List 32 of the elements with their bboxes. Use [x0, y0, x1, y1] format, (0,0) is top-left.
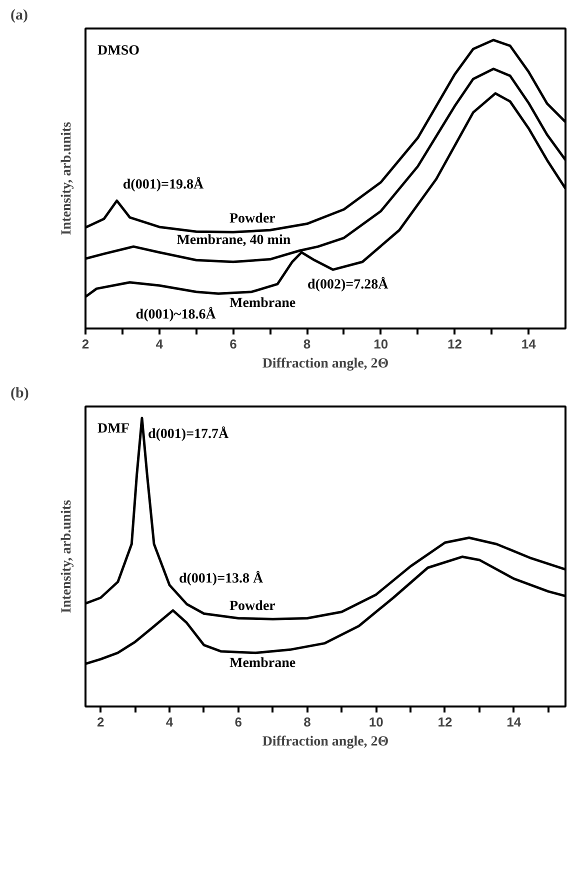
x-tick-label: 10: [368, 714, 384, 730]
annotation: d(001)=17.7Å: [148, 426, 230, 442]
x-tick-label: 6: [234, 714, 242, 730]
x-axis-title: Diffraction angle, 2Θ: [262, 356, 389, 372]
series-label: Powder: [230, 211, 276, 226]
x-tick-label: 14: [521, 336, 537, 352]
y-axis-title: Intensity, arb.units: [60, 499, 74, 614]
series-label: Powder: [230, 599, 276, 614]
x-tick-label: 2: [97, 714, 104, 730]
x-axis-title: Diffraction angle, 2Θ: [262, 734, 389, 750]
annotation: DMSO: [98, 44, 140, 58]
annotation: d(001)=13.8 Å: [178, 570, 264, 586]
x-tick-label: 8: [304, 714, 311, 730]
x-tick-label: 4: [156, 336, 164, 352]
chart-title: (b): [10, 386, 29, 402]
series-label: Membrane: [230, 656, 296, 671]
annotation: d(001)~18.6Å: [136, 306, 217, 322]
x-tick-label: 4: [166, 714, 174, 730]
x-tick-label: 12: [438, 714, 452, 730]
series-label: Membrane, 40 min: [176, 233, 291, 248]
x-tick-label: 10: [374, 336, 388, 352]
x-tick-label: 12: [448, 336, 462, 352]
chart-title: (a): [10, 8, 28, 24]
y-axis-title: Intensity, arb.units: [60, 121, 74, 236]
x-tick-label: 6: [230, 336, 237, 352]
series-label: Membrane: [230, 296, 296, 312]
annotation: DMF: [98, 422, 130, 436]
annotation: d(001)=19.8Å: [122, 176, 204, 193]
x-tick-label: 8: [303, 336, 311, 352]
x-tick-label: 2: [82, 336, 90, 352]
x-tick-label: 14: [506, 714, 522, 730]
annotation: d(002)=7.28Å: [308, 276, 390, 292]
